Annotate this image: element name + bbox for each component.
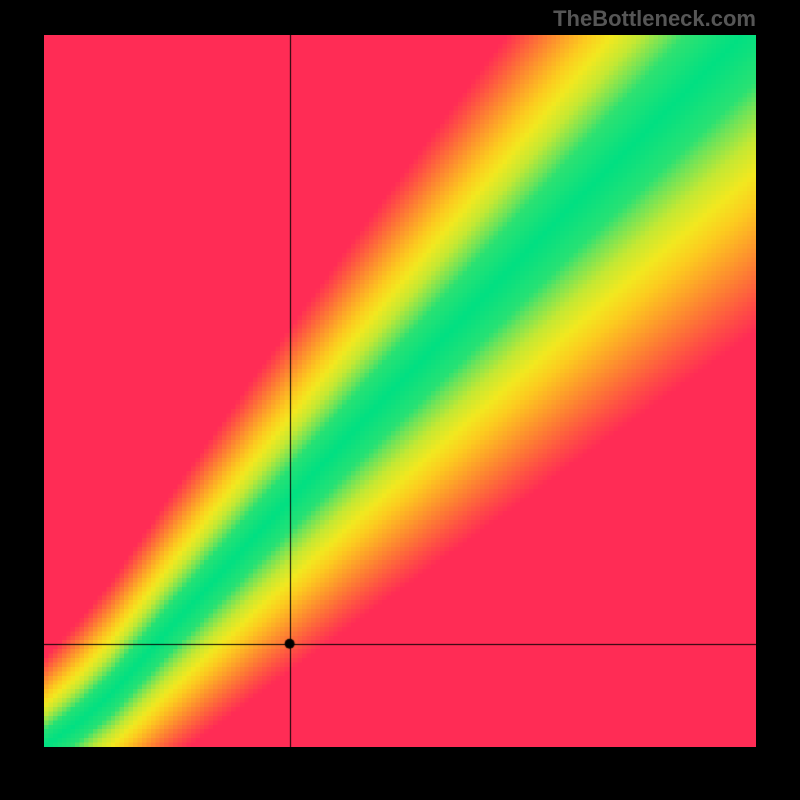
crosshair-overlay bbox=[44, 35, 756, 747]
chart-container: TheBottleneck.com bbox=[0, 0, 800, 800]
watermark-text: TheBottleneck.com bbox=[553, 6, 756, 32]
